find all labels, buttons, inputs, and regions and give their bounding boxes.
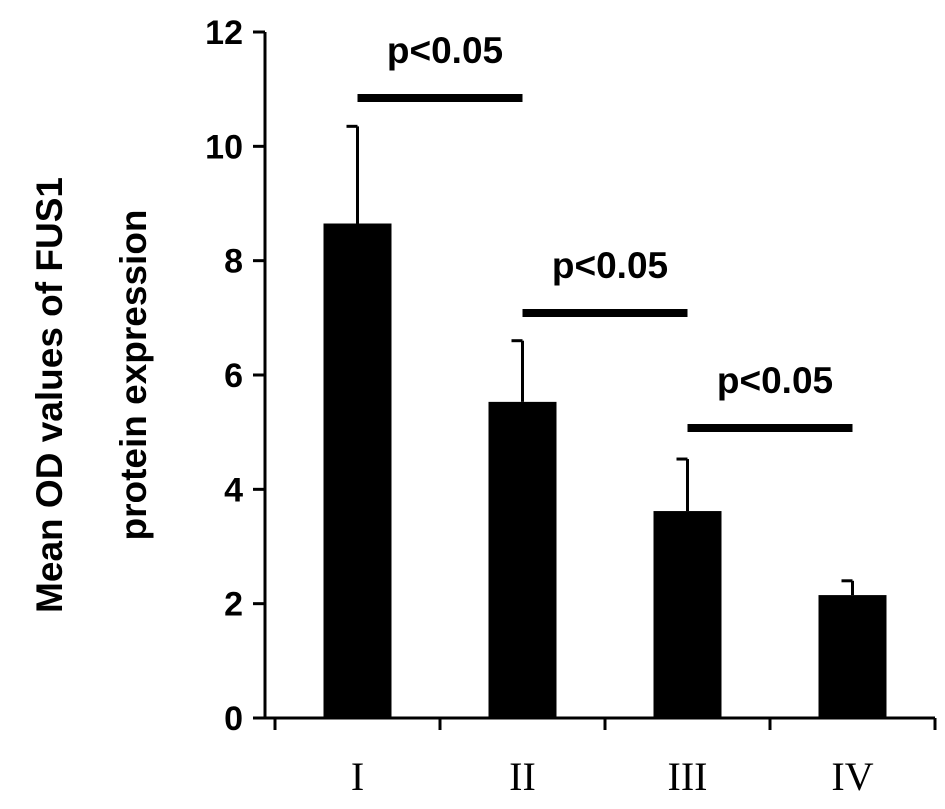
- y-axis-label-line-2: protein expression: [113, 209, 154, 540]
- y-tick-label: 0: [224, 700, 243, 738]
- x-tick-label: I: [351, 754, 364, 799]
- y-tick-label: 4: [224, 471, 243, 509]
- bar-III: [653, 511, 722, 718]
- significance-label: p<0.05: [552, 245, 668, 286]
- bar-IV: [818, 595, 887, 718]
- x-tick-label: II: [509, 754, 536, 799]
- y-tick-label: 12: [205, 14, 243, 52]
- y-tick-label: 8: [224, 243, 243, 281]
- y-tick-label: 6: [224, 357, 243, 395]
- y-tick-label: 10: [205, 128, 243, 166]
- y-tick-label: 2: [224, 586, 243, 624]
- significance-label: p<0.05: [717, 360, 833, 401]
- y-axis-label-line-1: Mean OD values of FUS1: [29, 177, 70, 613]
- bar-I: [323, 223, 392, 718]
- significance-label: p<0.05: [387, 30, 503, 71]
- y-axis-label: Mean OD values of FUS1 protein expressio…: [29, 177, 154, 613]
- x-tick-label: IV: [831, 754, 873, 799]
- x-tick-label: III: [668, 754, 708, 799]
- bar-II: [488, 401, 557, 718]
